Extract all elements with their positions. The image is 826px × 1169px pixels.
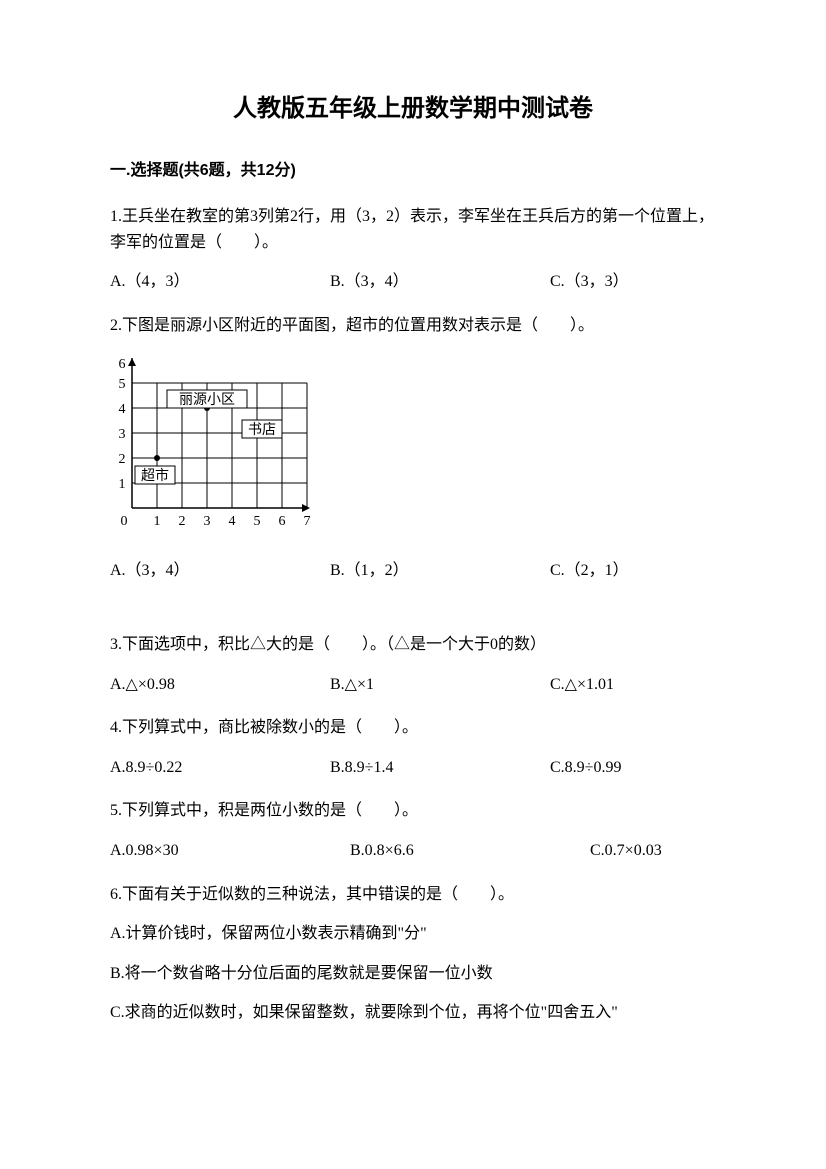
question-2: 2.下图是丽源小区附近的平面图，超市的位置用数对表示是（ ）。: [110, 313, 716, 584]
options: A.（4，3） B.（3，4） C.（3，3）: [110, 269, 716, 295]
option-a: A.8.9÷0.22: [110, 755, 330, 781]
label-shudian: 书店: [248, 422, 276, 438]
xtick-5: 5: [254, 514, 261, 529]
page-title: 人教版五年级上册数学期中测试卷: [110, 90, 716, 128]
section-header: 一.选择题(共6题，共12分): [110, 158, 716, 184]
ytick-1: 1: [119, 477, 126, 492]
options: A.0.98×30 B.0.8×6.6 C.0.7×0.03: [110, 838, 716, 864]
option-a: A.（3，4）: [110, 558, 330, 584]
option-c: C.0.7×0.03: [590, 838, 716, 864]
xtick-2: 2: [179, 514, 186, 529]
option-a: A.（4，3）: [110, 269, 330, 295]
question-4: 4.下列算式中，商比被除数小的是（ ）。 A.8.9÷0.22 B.8.9÷1.…: [110, 715, 716, 780]
question-text: 6.下面有关于近似数的三种说法，其中错误的是（ ）。: [110, 882, 716, 908]
question-text: 1.王兵坐在教室的第3列第2行，用（3，2）表示，李军坐在王兵后方的第一个位置上…: [110, 204, 716, 255]
ytick-4: 4: [119, 402, 126, 417]
xtick-1: 1: [154, 514, 161, 529]
option-c: C.（2，1）: [550, 558, 716, 584]
label-chaoshi: 超市: [141, 467, 169, 484]
xtick-0: 0: [121, 514, 128, 529]
ytick-3: 3: [119, 427, 126, 442]
ytick-2: 2: [119, 452, 126, 467]
xtick-4: 4: [229, 514, 236, 529]
option-c: C.8.9÷0.99: [550, 755, 716, 781]
option-b: B.（1，2）: [330, 558, 550, 584]
options: A.（3，4） B.（1，2） C.（2，1）: [110, 558, 716, 584]
ytick-5: 5: [119, 377, 126, 392]
option-a: A.△×0.98: [110, 672, 330, 698]
option-a: A.0.98×30: [110, 838, 350, 864]
question-text: 5.下列算式中，积是两位小数的是（ ）。: [110, 798, 716, 824]
option-b: B.△×1: [330, 672, 550, 698]
option-b: B.8.9÷1.4: [330, 755, 550, 781]
xtick-3: 3: [204, 514, 211, 529]
question-text: 2.下图是丽源小区附近的平面图，超市的位置用数对表示是（ ）。: [110, 313, 716, 339]
question-3: 3.下面选项中，积比△大的是（ ）。（△是一个大于0的数） A.△×0.98 B…: [110, 632, 716, 697]
option-c: C.△×1.01: [550, 672, 716, 698]
xtick-6: 6: [279, 514, 286, 529]
question-text: 4.下列算式中，商比被除数小的是（ ）。: [110, 715, 716, 741]
question-5: 5.下列算式中，积是两位小数的是（ ）。 A.0.98×30 B.0.8×6.6…: [110, 798, 716, 863]
question-6: 6.下面有关于近似数的三种说法，其中错误的是（ ）。 A.计算价钱时，保留两位小…: [110, 882, 716, 1026]
option-c: C.求商的近似数时，如果保留整数，就要除到个位，再将个位"四舍五入": [110, 1000, 716, 1026]
option-a: A.计算价钱时，保留两位小数表示精确到"分": [110, 921, 716, 947]
label-liyuan: 丽源小区: [179, 392, 235, 408]
option-b: B.将一个数省略十分位后面的尾数就是要保留一位小数: [110, 961, 716, 987]
option-c: C.（3，3）: [550, 269, 716, 295]
ytick-6: 6: [119, 357, 126, 372]
xtick-7: 7: [304, 514, 311, 529]
question-text: 3.下面选项中，积比△大的是（ ）。（△是一个大于0的数）: [110, 632, 716, 658]
grid-chart: 1 2 3 4 5 6 0 1 2 3 4 5 6 7: [110, 353, 716, 538]
question-1: 1.王兵坐在教室的第3列第2行，用（3，2）表示，李军坐在王兵后方的第一个位置上…: [110, 204, 716, 295]
point-chaoshi: [154, 455, 160, 461]
options: A.△×0.98 B.△×1 C.△×1.01: [110, 672, 716, 698]
option-b: B.0.8×6.6: [350, 838, 590, 864]
option-b: B.（3，4）: [330, 269, 550, 295]
options: A.8.9÷0.22 B.8.9÷1.4 C.8.9÷0.99: [110, 755, 716, 781]
